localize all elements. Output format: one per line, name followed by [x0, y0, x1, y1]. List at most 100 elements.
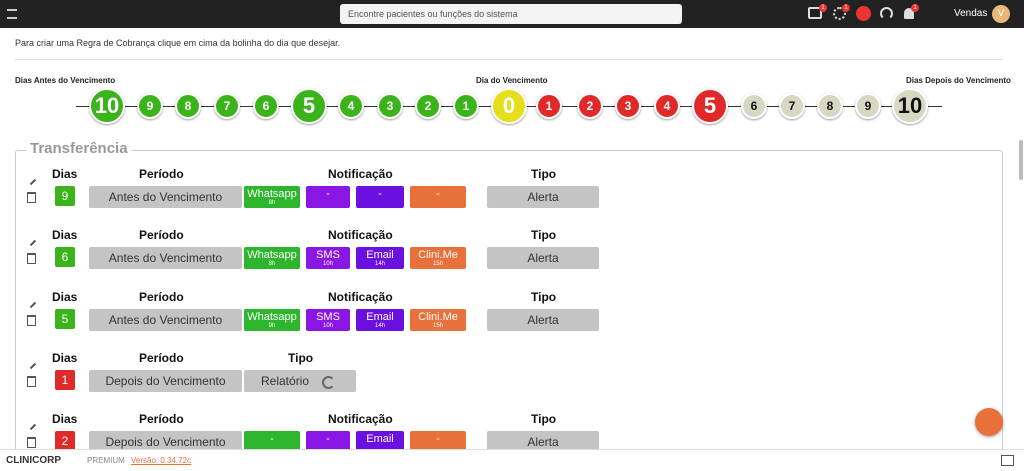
type-button[interactable]: Alerta: [487, 186, 599, 208]
day-circle[interactable]: 3: [615, 93, 641, 119]
icon[interactable]: [856, 6, 871, 21]
type-button[interactable]: Relatório: [244, 370, 356, 392]
notification-label: Clini.Me: [418, 311, 458, 323]
notification-button[interactable]: SMS 10h: [306, 309, 350, 331]
notification-button[interactable]: SMS 10h: [306, 247, 350, 269]
type-button[interactable]: Alerta: [487, 247, 599, 269]
day-circle[interactable]: 9: [855, 93, 881, 119]
header: Dias: [52, 228, 78, 242]
notification-label: Whatsapp: [247, 188, 297, 200]
section-title: Transferência: [27, 140, 131, 157]
notification-time: 8h: [268, 261, 276, 267]
notification-button[interactable]: Clini.Me 15h: [410, 247, 466, 269]
plan: PREMIUM: [87, 456, 125, 465]
day-circle[interactable]: 5: [692, 88, 728, 124]
label: Dias Depois do Vencimento: [906, 76, 1011, 85]
header: Tipo: [531, 167, 557, 181]
header: Tipo: [531, 412, 557, 426]
delete-icon[interactable]: [27, 253, 36, 264]
day-circle[interactable]: 6: [253, 93, 279, 119]
header: Notificação: [328, 290, 393, 304]
day-circle[interactable]: 1: [453, 93, 479, 119]
type-button[interactable]: Alerta: [487, 309, 599, 331]
day-circle[interactable]: 7: [779, 93, 805, 119]
notification-label: -: [270, 433, 274, 445]
day-circle[interactable]: 3: [377, 93, 403, 119]
label: Dias Antes do Vencimento: [15, 76, 116, 85]
notification-button[interactable]: -: [244, 431, 300, 453]
days-badge: 6: [55, 247, 75, 267]
notification-button[interactable]: Whatsapp 8h: [244, 247, 300, 269]
notification-label: SMS: [316, 249, 340, 261]
day-circle[interactable]: 2: [577, 93, 603, 119]
day-circle[interactable]: 8: [817, 93, 843, 119]
period-button[interactable]: Antes do Vencimento: [89, 247, 242, 269]
notification-button[interactable]: Email 14h: [356, 247, 404, 269]
notification-time: 14h: [374, 323, 385, 329]
notification-time: 10h: [322, 323, 333, 329]
notification-time: 15h: [432, 261, 443, 267]
period-button[interactable]: Depois do Vencimento: [89, 370, 242, 392]
menu-icon[interactable]: [7, 9, 17, 19]
header: Tipo: [288, 351, 314, 365]
user-name[interactable]: Vendas: [954, 8, 988, 19]
header: Notificação: [328, 167, 393, 181]
delete-icon[interactable]: [27, 192, 36, 203]
chat-icon[interactable]: [1001, 455, 1014, 466]
notification-button[interactable]: Whatsapp 9h: [244, 309, 300, 331]
notification-button[interactable]: -: [306, 186, 350, 208]
icon[interactable]: [833, 7, 846, 20]
icon[interactable]: [808, 7, 822, 19]
day-circle[interactable]: 5: [291, 88, 327, 124]
notification-button[interactable]: -: [306, 431, 350, 453]
header: Período: [139, 290, 184, 304]
notification-button[interactable]: -: [356, 186, 404, 208]
notification-button[interactable]: Email 14h: [356, 309, 404, 331]
top-bar: Encontre pacientes ou funções do sistema…: [0, 0, 1024, 28]
day-circle[interactable]: 10: [892, 88, 928, 124]
header: Período: [139, 351, 184, 365]
notification-label: Whatsapp: [247, 249, 297, 261]
badge: 1: [911, 4, 919, 12]
notification-label: -: [326, 188, 330, 200]
period-button[interactable]: Antes do Vencimento: [89, 309, 242, 331]
day-circle[interactable]: 9: [137, 93, 163, 119]
day-circle[interactable]: 10: [89, 88, 125, 124]
header: Dias: [52, 167, 78, 181]
period-button[interactable]: Antes do Vencimento: [89, 186, 242, 208]
fab-button[interactable]: [975, 408, 1003, 436]
avatar[interactable]: V: [992, 5, 1010, 23]
notification-time: 8h: [268, 200, 276, 206]
icon[interactable]: [880, 7, 893, 20]
day-circle[interactable]: 8: [175, 93, 201, 119]
header: Notificação: [328, 228, 393, 242]
notification-label: -: [378, 188, 382, 200]
version-link[interactable]: Versão: 0.34.72c: [131, 456, 192, 465]
day-circle[interactable]: 2: [415, 93, 441, 119]
header: Tipo: [531, 290, 557, 304]
notification-button[interactable]: -: [410, 431, 466, 453]
type-button[interactable]: Alerta: [487, 431, 599, 453]
notification-label: -: [436, 433, 440, 445]
day-circle[interactable]: 4: [338, 93, 364, 119]
period-button[interactable]: Depois do Vencimento: [89, 431, 242, 453]
days-badge: 5: [55, 309, 75, 329]
notification-button[interactable]: -: [410, 186, 466, 208]
delete-icon[interactable]: [27, 376, 36, 387]
day-circle[interactable]: 7: [214, 93, 240, 119]
scrollbar[interactable]: [1019, 140, 1023, 180]
notification-label: Whatsapp: [247, 311, 297, 323]
delete-icon[interactable]: [27, 437, 36, 448]
notification-button[interactable]: Clini.Me 15h: [410, 309, 466, 331]
days-badge: 1: [55, 370, 75, 390]
day-circle[interactable]: 0: [491, 88, 527, 124]
icon[interactable]: [904, 8, 914, 19]
day-circle[interactable]: 6: [741, 93, 767, 119]
notification-button[interactable]: Email: [356, 431, 404, 453]
search-box[interactable]: Encontre pacientes ou funções do sistema: [340, 4, 682, 24]
day-circle[interactable]: 4: [654, 93, 680, 119]
day-circle[interactable]: 1: [536, 93, 562, 119]
notification-button[interactable]: Whatsapp 8h: [244, 186, 300, 208]
delete-icon[interactable]: [27, 315, 36, 326]
